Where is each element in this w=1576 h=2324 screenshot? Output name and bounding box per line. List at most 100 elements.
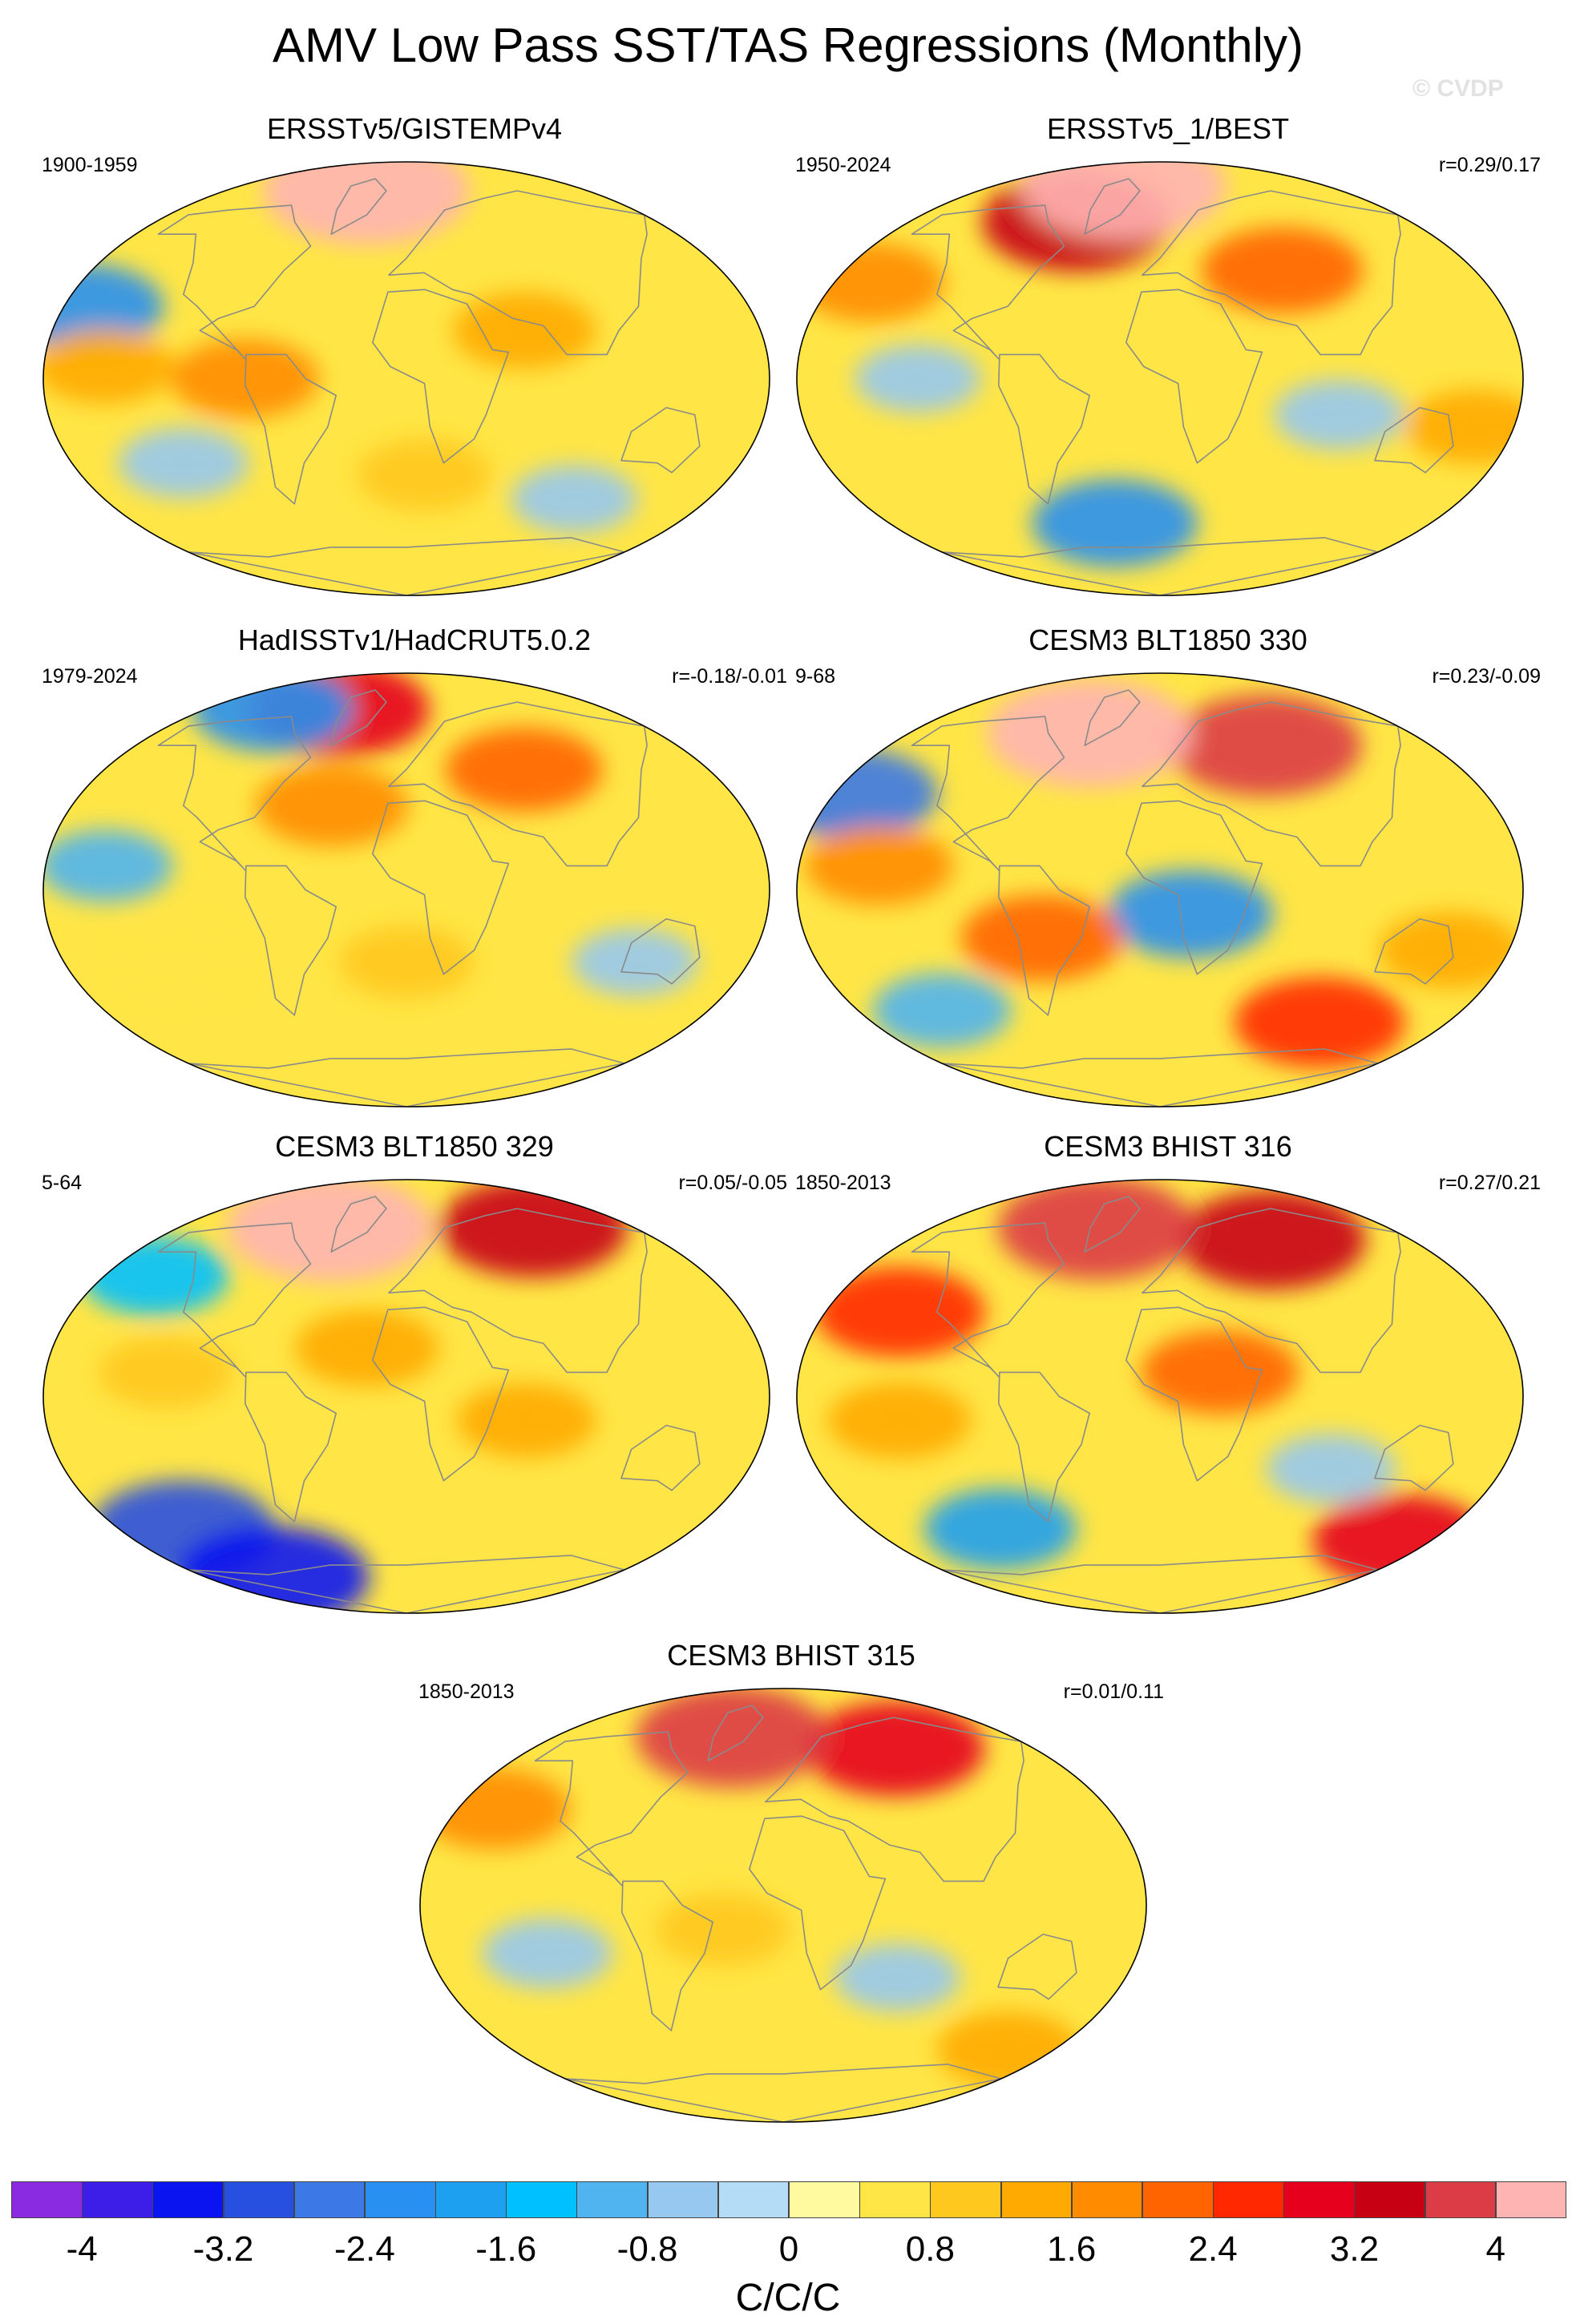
colorbar-swatch [930, 2181, 1002, 2218]
map-panel: ERSSTv5/GISTEMPv4 1900-1959 [42, 112, 787, 625]
coastline [1142, 1208, 1401, 1374]
coastline [371, 1306, 510, 1482]
anomaly-blob [115, 928, 241, 996]
coastline [157, 716, 312, 872]
coastline [388, 190, 648, 356]
anomaly-blob [834, 1943, 960, 2011]
coastline [621, 1880, 714, 2031]
anomaly-blob [872, 973, 1012, 1048]
anomaly-blob [98, 1336, 233, 1409]
coastline [911, 1222, 1065, 1378]
globe-map [796, 161, 1524, 596]
anomaly-blob [961, 895, 1123, 981]
anomaly-blob [656, 1893, 790, 1966]
panel-correlation: r=0.27/0.21 [1438, 1172, 1541, 1194]
coastline [1125, 1306, 1263, 1482]
coastline [188, 1048, 625, 1107]
colorbar-tick-label: 3.2 [1329, 2229, 1380, 2269]
colorbar-swatch [152, 2181, 224, 2218]
panel-period: 1950-2024 [795, 154, 891, 176]
anomaly-blob [1274, 380, 1404, 450]
coastline [911, 204, 1065, 361]
anomaly-blob [43, 329, 174, 404]
anomaly-blob [457, 1383, 596, 1458]
colorbar-swatch [11, 2181, 83, 2218]
colorbar-swatch [293, 2181, 366, 2218]
anomaly-blob [118, 428, 249, 498]
anomaly-blob [1106, 869, 1274, 958]
globe-outline [42, 1179, 770, 1614]
colorbar [11, 2181, 1567, 2218]
colorbar-tick-label: -1.6 [475, 2229, 537, 2269]
coastline [941, 537, 1379, 595]
anomaly-blob [827, 1382, 972, 1459]
coastline [941, 1555, 1379, 1613]
anomaly-blob [339, 926, 474, 999]
panel-period: 1900-1959 [42, 154, 138, 176]
coastline [998, 353, 1091, 505]
globe-outline [796, 161, 1524, 596]
coastline [330, 689, 387, 746]
panel-correlation: r=0.05/-0.05 [678, 1172, 787, 1194]
colorbar-tick-label: -2.4 [333, 2229, 395, 2269]
globe-map [42, 672, 770, 1108]
coastline [620, 406, 701, 474]
anomaly-blob [357, 438, 492, 511]
anomaly-blob [227, 1180, 434, 1282]
colorbar-tick-label: -0.8 [616, 2229, 678, 2269]
colorbar-swatch [1142, 2181, 1214, 2218]
anomaly-blob [295, 1309, 439, 1387]
colorbar-tick-label: 0 [778, 2229, 799, 2269]
anomaly-blob [1234, 977, 1405, 1067]
coastline [1125, 288, 1263, 464]
anomaly-blob [1201, 227, 1364, 313]
anomaly-blob [797, 243, 945, 322]
panel-title: CESM3 BHIST 316 [1044, 1130, 1292, 1163]
anomaly-blob [482, 1919, 612, 1989]
colorbar-swatch [1283, 2181, 1355, 2218]
coastline [707, 1705, 764, 1761]
panel-title: CESM3 BLT1850 330 [1028, 623, 1307, 656]
coastline [1374, 406, 1454, 474]
anomaly-blob [43, 263, 164, 349]
coastline [188, 537, 625, 595]
globe-map [419, 1688, 1147, 2123]
panel-period: 1850-2013 [795, 1172, 891, 1194]
coastline [330, 1196, 387, 1253]
coastline [534, 1731, 689, 1887]
anomaly-blob [1266, 1434, 1396, 1504]
globe-outline [796, 1179, 1524, 1614]
colorbar-tick-label: 2.4 [1188, 2229, 1238, 2269]
colorbar-swatch [789, 2181, 860, 2218]
coastline [620, 1424, 701, 1491]
anomaly-blob [256, 765, 409, 846]
map-panel: ERSSTv5_1/BEST 1950-2024 r=0.29/0.17 [795, 112, 1541, 625]
anomaly-blob [80, 1237, 229, 1316]
panel-correlation: r=0.29/0.17 [1438, 154, 1541, 176]
coastline [244, 1371, 337, 1523]
panel-correlation: r=-0.18/-0.01 [672, 665, 787, 688]
panel-period: 9-68 [795, 665, 836, 688]
anomaly-blob [43, 829, 173, 902]
colorbar-swatch [1000, 2181, 1073, 2218]
panel-correlation: r=0.23/-0.09 [1432, 665, 1541, 688]
colorbar-swatch [223, 2181, 295, 2218]
anomaly-blob [814, 1267, 985, 1358]
anomaly-blob [1312, 1495, 1489, 1588]
globe-outline [796, 672, 1524, 1108]
colorbar-tick-label: -3.2 [192, 2229, 254, 2269]
colorbar-swatch [576, 2181, 649, 2218]
anomaly-blob [1020, 162, 1226, 240]
coastline [1374, 1424, 1454, 1491]
coastline [157, 204, 312, 361]
coastline [748, 1815, 887, 1991]
panel-period: 1850-2013 [418, 1680, 515, 1703]
coastline [330, 178, 387, 235]
colorbar-swatch [717, 2181, 790, 2218]
colorbar-swatch [859, 2181, 931, 2218]
anomaly-blob [923, 1488, 1077, 1570]
coastline [1142, 190, 1401, 356]
anomaly-blob [445, 728, 603, 812]
anomaly-blob [1177, 1190, 1366, 1289]
colorbar-swatch [364, 2181, 436, 2218]
